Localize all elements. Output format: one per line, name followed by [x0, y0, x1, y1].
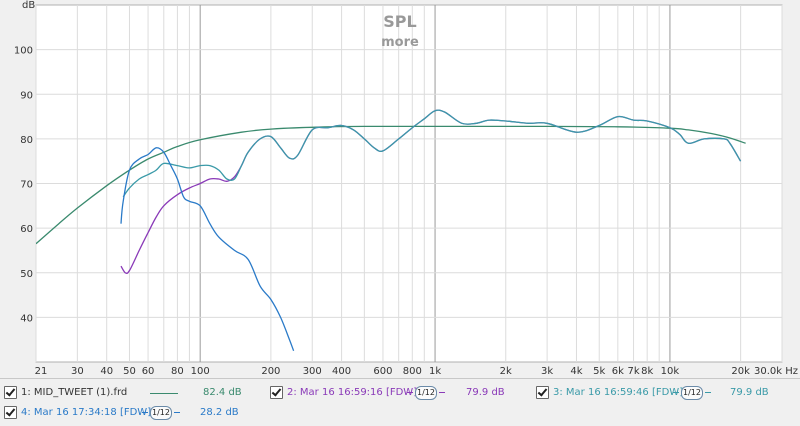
spl-chart-svg: 21 30 40 50 60 80 100 200 300 400 600 800 1k 2k 3k 4k 5k…: [13, 0, 798, 377]
legend-value-4: 28.2 dB: [200, 407, 239, 418]
legend-swatch-2a: [407, 392, 413, 393]
axis-layer: 21 30 40 50 60 80 100 200 300 400 600 800 1k 2k 3k 4k 5k…: [14, 46, 798, 377]
x-tick-label: 3k: [541, 366, 553, 377]
spl-chart[interactable]: 21 30 40 50 60 80 100 200 300 400 600 800 1k 2k 3k 4k 5k…: [0, 0, 800, 378]
x-tick-label: 800: [403, 366, 422, 377]
series-line-3: [122, 109, 742, 198]
legend-value-1: 82.4 dB: [203, 387, 242, 398]
legend-checkbox-4[interactable]: [4, 406, 17, 419]
legend-label-3: 3: Mar 16 16:59:46 [FDW]: [553, 387, 684, 398]
x-tick-label: 300: [303, 366, 322, 377]
legend-row-1: 1: MID_TWEET (1).frd 82.4 dB 2: Mar 16 1…: [4, 383, 800, 403]
x-tick-label: 4k: [570, 366, 582, 377]
legend-swatch-2b: [439, 392, 445, 393]
x-tick-label: 400: [332, 366, 351, 377]
x-tick-label: 30: [71, 366, 84, 377]
x-tick-label: 20k: [731, 366, 750, 377]
legend-swatch-1: [150, 393, 178, 394]
legend-checkbox-1[interactable]: [4, 386, 17, 399]
legend-item-2: 2: Mar 16 16:59:16 [FDW] 1/12 79.9 dB: [270, 383, 520, 403]
legend-item-1: 1: MID_TWEET (1).frd 82.4 dB: [4, 383, 254, 403]
series-line-1: [36, 125, 746, 245]
legend-swatch-4b: [174, 412, 180, 413]
legend-label-2: 2: Mar 16 16:59:16 [FDW]: [287, 387, 418, 398]
legend-bar: 1: MID_TWEET (1).frd 82.4 dB 2: Mar 16 1…: [0, 378, 800, 426]
chart-title: SPL: [383, 12, 416, 31]
series-line-4: [120, 147, 295, 352]
x-tick-label: 200: [261, 366, 280, 377]
x-tick-label: 30.0k Hz: [754, 366, 798, 377]
legend-value-3: 79.9 dB: [730, 387, 769, 398]
y-unit-label: dB: [22, 0, 35, 11]
x-tick-label: 10k: [661, 366, 680, 377]
x-tick-label: 8k: [641, 366, 653, 377]
x-tick-label: 5k: [593, 366, 605, 377]
legend-item-4: 4: Mar 16 17:34:18 [FDW] 1/12 28.2 dB: [4, 403, 254, 423]
smoothing-button-4[interactable]: 1/12: [150, 406, 172, 420]
smoothing-button-2[interactable]: 1/12: [415, 386, 437, 400]
x-tick-label: 50: [123, 366, 136, 377]
y-tick-label: 80: [20, 135, 33, 146]
x-tick-label: 600: [373, 366, 392, 377]
legend-checkbox-2[interactable]: [270, 386, 283, 399]
smoothing-button-3[interactable]: 1/12: [681, 386, 703, 400]
x-tick-label: 7k: [627, 366, 639, 377]
grid-layer: [35, 5, 783, 362]
x-tick-label: 21: [35, 366, 48, 377]
legend-value-2: 79.9 dB: [466, 387, 505, 398]
legend-swatch-3b: [705, 392, 711, 393]
x-tick-label: 100: [191, 366, 210, 377]
chart-subtitle-more-link[interactable]: more: [381, 35, 419, 50]
x-tick-label: 80: [171, 366, 184, 377]
x-tick-label: 1k: [429, 366, 441, 377]
legend-item-3: 3: Mar 16 16:59:46 [FDW] 1/12 79.9 dB: [536, 383, 796, 403]
y-tick-label: 70: [20, 180, 33, 191]
series-layer: [36, 109, 746, 352]
legend-label-1: 1: MID_TWEET (1).frd: [21, 387, 128, 398]
y-tick-label: 40: [20, 313, 33, 324]
legend-swatch-4a: [142, 412, 148, 413]
x-tick-label: 60: [142, 366, 155, 377]
x-tick-label: 2k: [500, 366, 512, 377]
x-tick-label: 40: [100, 366, 113, 377]
legend-label-4: 4: Mar 16 17:34:18 [FDW]: [21, 407, 152, 418]
legend-checkbox-3[interactable]: [536, 386, 549, 399]
legend-swatch-3a: [673, 392, 679, 393]
y-tick-label: 100: [14, 46, 33, 57]
legend-row-2: 4: Mar 16 17:34:18 [FDW] 1/12 28.2 dB: [4, 403, 800, 423]
y-tick-label: 90: [20, 90, 33, 101]
y-tick-label: 60: [20, 224, 33, 235]
x-tick-label: 6k: [612, 366, 624, 377]
y-tick-label: 50: [20, 269, 33, 280]
